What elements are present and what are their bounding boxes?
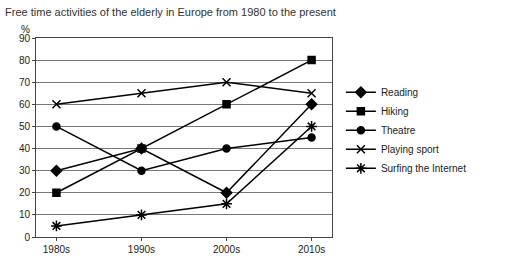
svg-text:Free time activities of the el: Free time activities of the elderly in E…: [5, 6, 336, 18]
svg-text:Surfing the Internet: Surfing the Internet: [381, 163, 466, 174]
svg-text:30: 30: [19, 165, 31, 176]
svg-text:Reading: Reading: [381, 87, 418, 98]
svg-text:80: 80: [19, 55, 31, 66]
svg-text:70: 70: [19, 77, 31, 88]
svg-text:90: 90: [19, 33, 31, 44]
svg-text:10: 10: [19, 209, 31, 220]
svg-text:50: 50: [19, 121, 31, 132]
svg-text:Playing sport: Playing sport: [381, 144, 439, 155]
svg-text:20: 20: [19, 187, 31, 198]
svg-text:2000s: 2000s: [213, 244, 240, 255]
svg-text:60: 60: [19, 99, 31, 110]
svg-text:Hiking: Hiking: [381, 106, 409, 117]
svg-text:1980s: 1980s: [43, 244, 70, 255]
svg-text:Theatre: Theatre: [381, 125, 416, 136]
svg-text:%: %: [21, 24, 30, 35]
svg-text:40: 40: [19, 143, 31, 154]
svg-text:2010s: 2010s: [298, 244, 325, 255]
svg-text:1990s: 1990s: [128, 244, 155, 255]
svg-text:0: 0: [24, 232, 30, 243]
